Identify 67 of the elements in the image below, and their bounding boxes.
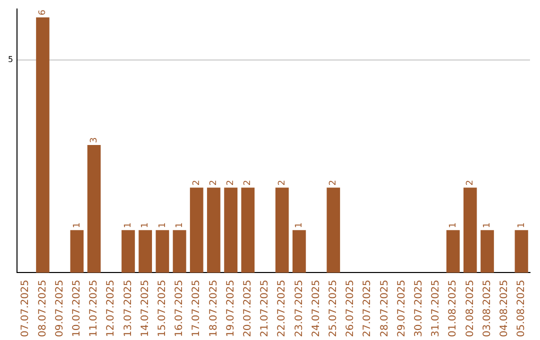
bar bbox=[87, 145, 101, 273]
x-tick-label: 03.08.2025 bbox=[482, 280, 493, 338]
x-tick-label: 08.07.2025 bbox=[37, 280, 48, 338]
data-label: 3 bbox=[89, 137, 100, 144]
x-tick-label: 29.07.2025 bbox=[396, 280, 408, 338]
x-tick-label: 18.07.2025 bbox=[208, 280, 220, 338]
data-label: 1 bbox=[294, 222, 305, 228]
x-tick-label: 13.07.2025 bbox=[122, 280, 134, 338]
data-label: 1 bbox=[72, 222, 82, 228]
data-label: 1 bbox=[448, 222, 458, 228]
bar bbox=[480, 230, 494, 273]
x-tick-label: 07.07.2025 bbox=[20, 280, 32, 338]
bar bbox=[514, 230, 528, 273]
bar bbox=[138, 230, 152, 273]
x-tick-label: 14.07.2025 bbox=[140, 280, 151, 338]
data-label: 2 bbox=[209, 180, 220, 186]
x-tick-label: 22.07.2025 bbox=[276, 280, 288, 338]
data-label: 2 bbox=[328, 180, 339, 186]
bar bbox=[241, 188, 255, 273]
x-tick-label: 31.07.2025 bbox=[430, 280, 442, 338]
bar bbox=[172, 230, 186, 273]
x-tick-label: 05.08.2025 bbox=[516, 280, 528, 338]
data-label: 2 bbox=[226, 180, 236, 186]
x-tick-label: 11.07.2025 bbox=[88, 280, 100, 338]
x-tick-label: 20.07.2025 bbox=[242, 280, 254, 338]
data-label: 1 bbox=[516, 222, 527, 228]
x-tick-label: 16.07.2025 bbox=[174, 280, 186, 338]
x-tick-label: 28.07.2025 bbox=[379, 280, 390, 338]
bar bbox=[446, 230, 460, 273]
bar bbox=[275, 188, 289, 273]
bar bbox=[207, 188, 220, 273]
x-tick-label: 02.08.2025 bbox=[464, 280, 476, 338]
data-label: 2 bbox=[277, 180, 288, 186]
x-tick-label: 09.07.2025 bbox=[54, 280, 66, 338]
bar bbox=[36, 17, 50, 273]
data-label: 6 bbox=[38, 9, 48, 16]
x-tick-label: 27.07.2025 bbox=[362, 280, 374, 338]
data-label: 1 bbox=[158, 222, 168, 228]
x-tick-label: 23.07.2025 bbox=[294, 280, 305, 338]
bar bbox=[70, 230, 84, 273]
x-tick-label: 19.07.2025 bbox=[225, 280, 236, 338]
bar bbox=[190, 188, 204, 273]
bar bbox=[463, 188, 477, 273]
x-tick-label: 24.07.2025 bbox=[310, 280, 322, 338]
data-label: 2 bbox=[243, 180, 254, 186]
x-tick-label: 15.07.2025 bbox=[157, 280, 168, 338]
bar bbox=[156, 230, 170, 273]
bar bbox=[122, 230, 135, 273]
data-label: 2 bbox=[192, 180, 202, 186]
x-tick-label: 01.08.2025 bbox=[448, 280, 459, 338]
x-tick-label: 30.07.2025 bbox=[413, 280, 424, 338]
data-label: 1 bbox=[174, 222, 185, 228]
x-tick-label: 17.07.2025 bbox=[191, 280, 202, 338]
bar bbox=[326, 188, 340, 273]
data-label: 1 bbox=[482, 222, 493, 228]
data-label: 1 bbox=[124, 222, 134, 228]
y-tick-label: 5 bbox=[8, 54, 14, 64]
x-tick-label: 25.07.2025 bbox=[328, 280, 339, 338]
x-tick-label: 26.07.2025 bbox=[345, 280, 356, 338]
x-tick-label: 21.07.2025 bbox=[260, 280, 271, 338]
data-label: 2 bbox=[466, 180, 476, 186]
bar bbox=[292, 230, 306, 273]
x-tick-label: 04.08.2025 bbox=[498, 280, 510, 338]
x-tick-label: 10.07.2025 bbox=[72, 280, 83, 338]
bar bbox=[224, 188, 238, 273]
x-tick-label: 12.07.2025 bbox=[106, 280, 117, 338]
data-label: 1 bbox=[140, 222, 151, 228]
